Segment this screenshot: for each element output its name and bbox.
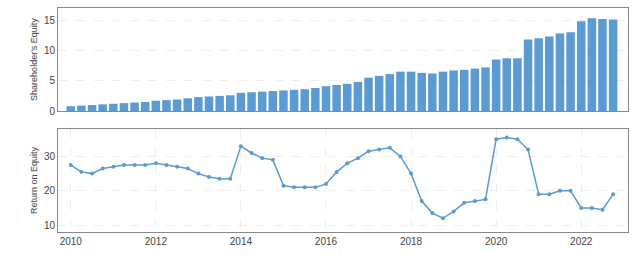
svg-text:2016: 2016	[315, 236, 338, 247]
svg-text:10: 10	[44, 220, 56, 231]
svg-text:5: 5	[49, 75, 55, 86]
svg-text:2022: 2022	[570, 236, 593, 247]
svg-text:2012: 2012	[145, 236, 168, 247]
svg-text:15: 15	[44, 15, 56, 26]
svg-text:2018: 2018	[400, 236, 423, 247]
svg-text:20: 20	[44, 185, 56, 196]
svg-text:2010: 2010	[60, 236, 83, 247]
svg-text:2014: 2014	[230, 236, 253, 247]
svg-text:0: 0	[49, 106, 55, 117]
svg-text:Return on Equity: Return on Equity	[29, 146, 39, 214]
svg-text:30: 30	[44, 151, 56, 162]
svg-text:Shareholder's Equity: Shareholder's Equity	[29, 18, 39, 101]
svg-text:2020: 2020	[485, 236, 508, 247]
svg-text:10: 10	[44, 45, 56, 56]
